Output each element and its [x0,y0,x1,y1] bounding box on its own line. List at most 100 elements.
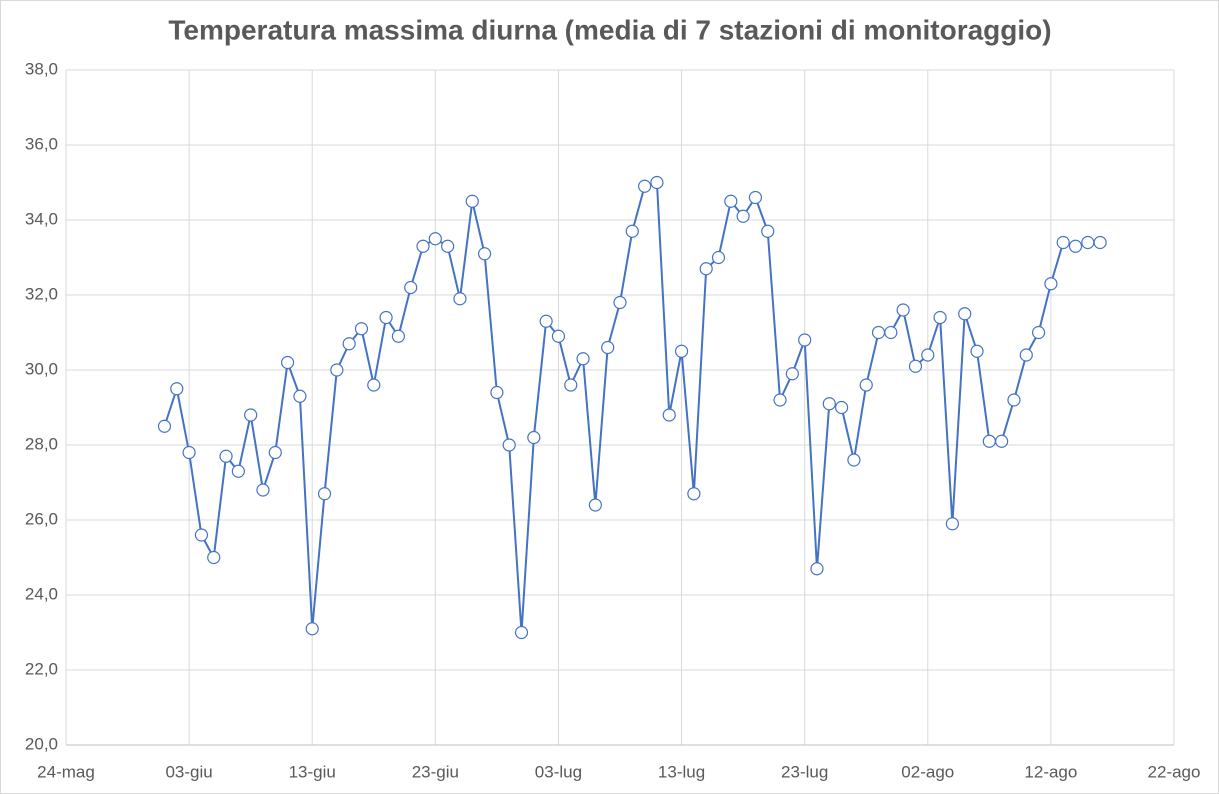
data-point [970,344,984,358]
data-point [354,322,369,336]
data-point [293,389,307,403]
y-tick-label: 34,0 [25,209,58,228]
data-point [477,247,492,261]
data-point [1019,348,1033,362]
data-point [416,239,430,253]
data-point [157,419,172,433]
data-point [650,175,664,190]
y-tick-label: 26,0 [25,509,58,528]
data-point [674,344,689,358]
data-point [995,434,1009,448]
data-point [847,453,861,467]
data-point [231,464,245,478]
data-point [748,190,763,205]
data-point [502,438,516,452]
data-point [1093,235,1107,250]
data-point [1068,239,1083,253]
data-point [404,280,418,295]
x-tick-label: 12-ago [1024,762,1077,781]
data-point [465,194,479,208]
data-point [551,329,566,343]
data-point [822,397,836,411]
x-tick-label: 03-lug [535,762,582,781]
data-point [687,487,701,501]
data-point [798,333,812,347]
data-point [281,355,295,370]
data-point [317,487,332,501]
data-point [859,378,873,392]
data-point [576,352,590,366]
data-point [367,378,381,392]
data-point [194,528,209,542]
data-point [527,430,541,445]
data-point [982,434,996,448]
data-point [625,224,639,238]
data-point [638,179,652,193]
data-point [170,382,184,396]
data-point [761,224,775,238]
data-point [884,325,898,340]
data-point [773,393,787,407]
x-tick-label: 22-ago [1148,762,1201,781]
x-tick-label: 23-giu [412,762,459,781]
y-tick-label: 30,0 [25,359,58,378]
data-point [1031,325,1046,340]
data-point [711,250,726,265]
chart-title: Temperatura massima diurna (media di 7 s… [168,14,1051,45]
data-point [699,262,713,276]
data-point [1056,235,1070,250]
data-point [391,329,405,343]
y-tick-label: 22,0 [25,659,58,678]
y-tick-label: 32,0 [25,284,58,303]
data-point [490,385,504,400]
data-point [207,550,221,565]
data-point [1081,235,1095,250]
data-point [1044,277,1058,291]
data-point [244,408,258,422]
data-point [268,445,282,460]
data-point [219,449,233,463]
x-tick-label: 03-giu [165,762,212,781]
data-point [871,325,886,340]
data-point [330,363,344,377]
data-point [736,209,750,223]
data-point [834,400,849,415]
data-point [1007,393,1021,407]
y-tick-label: 28,0 [25,434,58,453]
data-point [441,239,455,253]
x-tick-label: 02-ago [901,762,954,781]
data-point [810,562,824,576]
data-point [256,483,270,497]
data-point [613,295,627,310]
data-point [662,408,676,422]
data-point [305,622,319,636]
data-point [945,517,960,531]
data-point [182,445,196,460]
data-point [514,625,529,640]
data-point [785,367,799,381]
data-point [921,348,935,362]
x-tick-label: 13-giu [289,762,336,781]
x-tick-label: 23-lug [781,762,828,781]
y-tick-label: 38,0 [25,59,58,78]
data-point [564,378,578,392]
data-point [724,194,738,208]
data-point [539,314,553,328]
data-point [428,232,442,246]
y-tick-label: 36,0 [25,134,58,153]
x-tick-label: 13-lug [658,762,705,781]
data-point [453,292,467,306]
y-tick-label: 20,0 [25,734,58,753]
data-point [379,310,393,325]
data-point [342,337,356,351]
x-tick-label: 24-mag [37,762,95,781]
data-point [896,303,910,317]
y-tick-label: 24,0 [25,584,58,603]
data-point [958,307,972,321]
data-point [933,310,947,325]
data-point [601,340,615,355]
data-point [908,359,923,373]
